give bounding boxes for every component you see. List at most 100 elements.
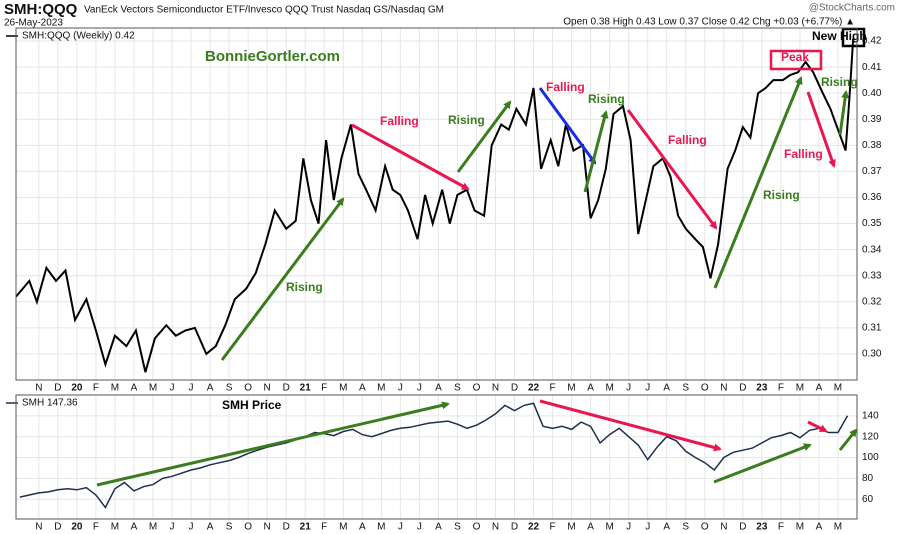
- x-tick-label: J: [398, 383, 403, 394]
- arrow: [538, 87, 597, 165]
- annotation: Rising: [821, 75, 858, 89]
- x-tick-label: J: [417, 522, 422, 533]
- x-tick-label: F: [778, 383, 784, 394]
- annotation: Falling: [784, 147, 823, 161]
- date: 26-May-2023: [4, 18, 63, 29]
- annotation: Rising: [763, 188, 800, 202]
- x-tick-label: O: [244, 522, 252, 533]
- x-tick-label: D: [739, 522, 746, 533]
- plot-frame: [15, 27, 858, 381]
- annotation: SMH Price: [222, 398, 282, 412]
- x-tick-label: A: [207, 383, 214, 394]
- x-tick-label: S: [454, 522, 461, 533]
- arrow: [351, 123, 470, 191]
- y-tick-label: 0.41: [862, 62, 882, 73]
- x-tick-label: S: [454, 383, 461, 394]
- x-tick-label: J: [626, 383, 631, 394]
- x-tick-label: 23: [756, 522, 768, 533]
- arrow: [539, 399, 722, 452]
- x-tick-label: A: [663, 522, 670, 533]
- x-tick-label: M: [149, 383, 157, 394]
- x-tick-label: A: [816, 522, 823, 533]
- x-tick-label: J: [645, 383, 650, 394]
- x-tick-label: 23: [756, 383, 768, 394]
- x-tick-label: J: [626, 522, 631, 533]
- y-tick-label: 0.37: [862, 166, 882, 177]
- x-tick-label: A: [131, 522, 138, 533]
- y-tick-label: 0.34: [862, 244, 882, 255]
- x-tick-label: A: [587, 522, 594, 533]
- x-tick-label: M: [567, 383, 575, 394]
- y-tick-label: 80: [862, 473, 874, 484]
- x-tick-label: 21: [300, 383, 312, 394]
- x-tick-label: O: [701, 383, 709, 394]
- x-tick-label: M: [567, 522, 575, 533]
- x-tick-label: F: [550, 383, 556, 394]
- arrow: [456, 100, 512, 173]
- peak-box: [769, 49, 823, 71]
- symbol: SMH:QQQ: [4, 1, 78, 18]
- x-tick-label: D: [54, 522, 61, 533]
- y-tick-label: 0.32: [862, 296, 882, 307]
- x-tick-label: M: [834, 383, 842, 394]
- y-tick-label: 0.42: [862, 36, 882, 47]
- x-tick-label: A: [359, 383, 366, 394]
- y-tick-label: 0.38: [862, 140, 882, 151]
- y-tick-label: 0.40: [862, 88, 882, 99]
- annotation: Rising: [588, 92, 625, 106]
- arrow: [583, 110, 609, 193]
- x-tick-label: O: [244, 383, 252, 394]
- x-tick-label: M: [111, 522, 119, 533]
- x-tick-label: J: [417, 383, 422, 394]
- arrow: [626, 109, 718, 230]
- x-tick-label: 20: [71, 383, 83, 394]
- arrows: [96, 27, 866, 487]
- x-tick-label: J: [170, 383, 175, 394]
- x-tick-label: A: [435, 522, 442, 533]
- x-tick-label: D: [54, 383, 61, 394]
- y-tick-label: 120: [862, 431, 879, 442]
- x-tick-label: M: [796, 522, 804, 533]
- x-tick-label: J: [170, 522, 175, 533]
- x-tick-label: S: [226, 522, 233, 533]
- y-tick-label: 0.36: [862, 192, 882, 203]
- plot-frame: [15, 394, 858, 520]
- arrow: [713, 76, 803, 289]
- x-tick-label: 22: [528, 522, 540, 533]
- x-tick-label: J: [189, 383, 194, 394]
- x-tick-label: M: [834, 522, 842, 533]
- x-tick-label: M: [149, 522, 157, 533]
- x-tick-label: J: [398, 522, 403, 533]
- x-tick-label: N: [264, 383, 271, 394]
- x-tick-label: M: [377, 383, 385, 394]
- arrow: [220, 197, 345, 361]
- x-tick-label: F: [321, 383, 327, 394]
- price-line: [15, 38, 855, 373]
- x-tick-label: F: [778, 522, 784, 533]
- y-tick-label: 60: [862, 494, 874, 505]
- legend-label: SMH 147.36: [22, 398, 78, 409]
- x-tick-label: 21: [300, 522, 312, 533]
- x-tick-label: A: [359, 522, 366, 533]
- x-tick-label: S: [682, 522, 689, 533]
- annotation: BonnieGortler.com: [205, 48, 340, 65]
- x-tick-label: A: [131, 383, 138, 394]
- x-tick-label: M: [339, 522, 347, 533]
- x-tick-label: O: [701, 522, 709, 533]
- x-tick-label: A: [435, 383, 442, 394]
- x-tick-label: F: [93, 383, 99, 394]
- x-tick-label: F: [550, 522, 556, 533]
- arrow: [838, 428, 858, 451]
- y-tick-label: 0.31: [862, 322, 882, 333]
- x-tick-label: N: [492, 522, 499, 533]
- x-tick-label: M: [605, 522, 613, 533]
- x-tick-label: O: [473, 522, 481, 533]
- high-box: [841, 27, 866, 48]
- x-tick-label: N: [492, 383, 499, 394]
- x-tick-label: M: [339, 383, 347, 394]
- x-tick-label: 22: [528, 383, 540, 394]
- x-tick-label: 20: [71, 522, 83, 533]
- x-tick-label: A: [663, 383, 670, 394]
- x-tick-label: N: [720, 522, 727, 533]
